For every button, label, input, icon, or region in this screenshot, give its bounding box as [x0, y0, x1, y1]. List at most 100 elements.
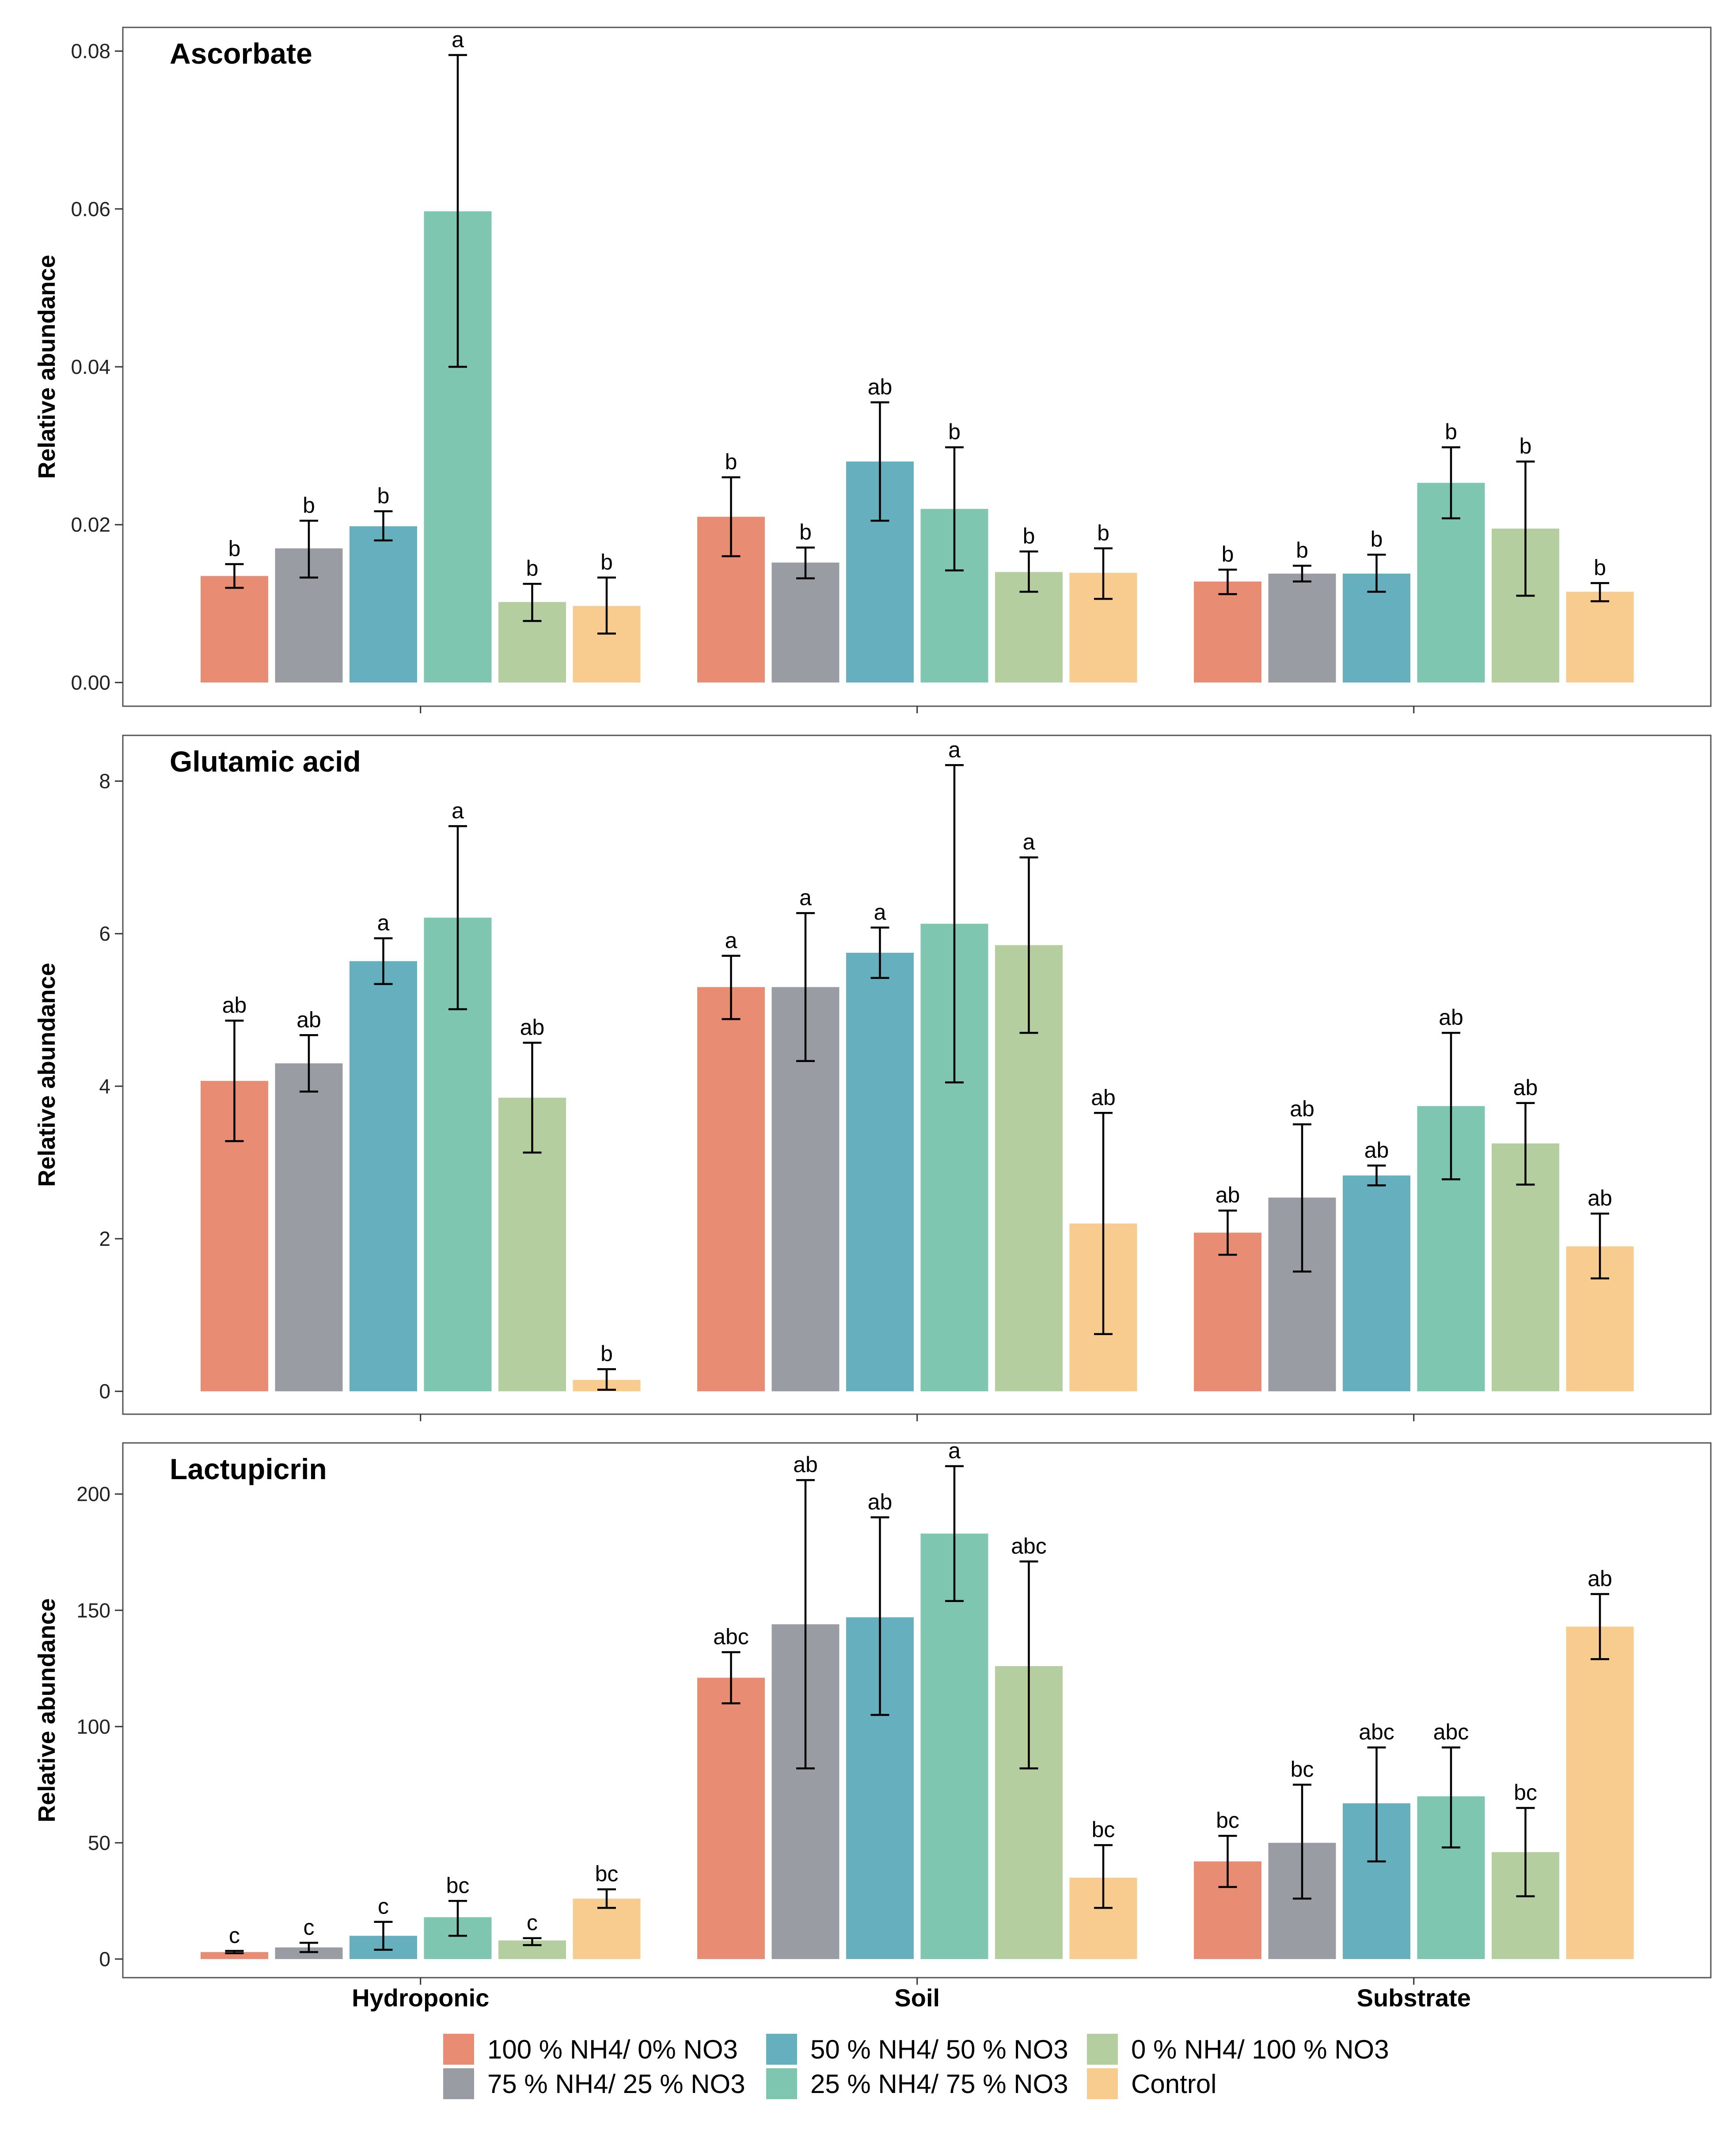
x-category-label-substrate: Substrate	[1357, 1984, 1471, 2012]
sig-label-lactupicrin-hydroponic-s1: c	[229, 1923, 240, 1948]
legend-swatch-control	[1087, 2068, 1118, 2099]
sig-label-lactupicrin-substrate-s5: bc	[1514, 1780, 1537, 1805]
error-bar-lactupicrin-soil-s6	[1094, 1844, 1113, 1909]
error-bar-lactupicrin-hydroponic-s1	[225, 1950, 244, 1955]
sig-label-glutamic-acid-soil-s3: a	[874, 900, 886, 925]
sig-label-glutamic-acid-substrate-s5: ab	[1513, 1075, 1538, 1100]
sig-label-lactupicrin-soil-s4: a	[948, 1438, 961, 1463]
error-bar-glutamic-acid-hydroponic-s1	[225, 1020, 244, 1142]
y-tick-label: 0.04	[71, 355, 110, 378]
sig-label-ascorbate-hydroponic-s3: b	[377, 483, 390, 508]
sig-label-glutamic-acid-hydroponic-s4: a	[452, 798, 464, 823]
error-bar-glutamic-acid-soil-s3	[870, 926, 889, 979]
bar-ascorbate-substrate-s1	[1194, 581, 1261, 683]
y-tick-label: 6	[99, 922, 110, 945]
panel-title: Lactupicrin	[170, 1453, 327, 1485]
sig-label-lactupicrin-soil-s2: ab	[793, 1452, 818, 1477]
x-category-label-soil: Soil	[894, 1984, 940, 2012]
error-bar-ascorbate-soil-s1	[722, 476, 741, 557]
sig-label-ascorbate-soil-s4: b	[948, 419, 961, 444]
sig-label-glutamic-acid-soil-s2: a	[799, 885, 812, 910]
y-tick-label: 0.08	[71, 40, 110, 63]
bar-glutamic-acid-hydroponic-s3	[349, 961, 417, 1392]
x-category-label-hydroponic: Hydroponic	[352, 1984, 489, 2012]
error-bar-lactupicrin-hydroponic-s3	[374, 1921, 393, 1951]
sig-label-ascorbate-hydroponic-s4: a	[452, 27, 464, 52]
bar-glutamic-acid-soil-s1	[697, 987, 765, 1392]
error-bar-lactupicrin-substrate-s4	[1442, 1746, 1460, 1849]
legend-swatch-100-nh4	[443, 2034, 474, 2065]
error-bar-lactupicrin-soil-s5	[1019, 1560, 1038, 1769]
sig-label-glutamic-acid-soil-s5: a	[1023, 830, 1035, 854]
error-bar-glutamic-acid-hydroponic-s2	[300, 1034, 318, 1093]
panel-title: Glutamic acid	[170, 745, 361, 778]
error-bar-lactupicrin-substrate-s6	[1591, 1593, 1609, 1660]
bar-lactupicrin-soil-s4	[920, 1534, 988, 1959]
sig-label-glutamic-acid-soil-s6: ab	[1091, 1085, 1116, 1110]
error-bar-ascorbate-substrate-s4	[1442, 446, 1460, 520]
error-bar-ascorbate-substrate-s2	[1293, 564, 1311, 583]
error-bar-glutamic-acid-substrate-s4	[1442, 1031, 1460, 1180]
error-bar-ascorbate-soil-s3	[870, 401, 889, 522]
bar-ascorbate-substrate-s6	[1566, 592, 1634, 683]
sig-label-glutamic-acid-hydroponic-s6: b	[600, 1341, 613, 1366]
bar-ascorbate-hydroponic-s3	[349, 526, 417, 683]
sig-label-lactupicrin-hydroponic-s5: c	[527, 1910, 538, 1935]
sig-label-ascorbate-substrate-s6: b	[1594, 555, 1606, 580]
error-bar-ascorbate-hydroponic-s5	[523, 582, 542, 622]
sig-label-lactupicrin-hydroponic-s3: c	[378, 1894, 389, 1919]
y-tick-label: 4	[99, 1075, 110, 1098]
error-bar-ascorbate-soil-s5	[1019, 550, 1038, 593]
sig-label-ascorbate-soil-s5: b	[1023, 524, 1035, 548]
error-bar-glutamic-acid-hydroponic-s3	[374, 937, 393, 985]
error-bar-ascorbate-hydroponic-s1	[225, 563, 244, 589]
bar-lactupicrin-substrate-s6	[1566, 1626, 1634, 1959]
error-bar-lactupicrin-soil-s2	[796, 1479, 815, 1769]
sig-label-ascorbate-substrate-s2: b	[1296, 538, 1308, 563]
sig-label-lactupicrin-soil-s6: bc	[1092, 1817, 1115, 1842]
error-bar-lactupicrin-substrate-s1	[1218, 1834, 1237, 1888]
sig-label-glutamic-acid-hydroponic-s3: a	[377, 910, 390, 935]
sig-label-ascorbate-hydroponic-s2: b	[303, 493, 315, 518]
y-tick-label: 0.06	[71, 198, 110, 221]
legend-swatch-25-nh4	[766, 2068, 797, 2099]
sig-label-lactupicrin-soil-s3: ab	[868, 1489, 893, 1514]
error-bar-glutamic-acid-soil-s2	[796, 912, 815, 1062]
error-bar-glutamic-acid-substrate-s6	[1591, 1212, 1609, 1280]
panel-lactupicrin: 0 50 100 150 200 Relative abundance Lactupicri…	[34, 1438, 1712, 1985]
error-bar-lactupicrin-soil-s1	[722, 1651, 741, 1705]
legend-swatch-0-nh4	[1087, 2034, 1118, 2065]
legend-label-100-nh4: 100 % NH4/ 0% NO3	[487, 2035, 738, 2064]
bar-ascorbate-soil-s2	[771, 562, 840, 683]
error-bar-ascorbate-soil-s6	[1094, 547, 1113, 600]
sig-label-lactupicrin-substrate-s4: abc	[1433, 1720, 1469, 1744]
error-bar-lactupicrin-soil-s4	[945, 1465, 964, 1602]
error-bar-glutamic-acid-soil-s4	[945, 764, 964, 1084]
y-tick-label: 2	[99, 1227, 110, 1250]
bar-ascorbate-hydroponic-s1	[201, 576, 268, 683]
sig-label-lactupicrin-hydroponic-s2: c	[304, 1915, 315, 1940]
error-bar-glutamic-acid-soil-s1	[722, 955, 741, 1020]
error-bar-lactupicrin-substrate-s2	[1293, 1784, 1311, 1900]
sig-label-ascorbate-substrate-s5: b	[1519, 434, 1532, 458]
y-axis-label: Relative abundance	[34, 963, 60, 1187]
error-bar-ascorbate-soil-s2	[796, 546, 815, 579]
y-tick-label: 200	[76, 1483, 110, 1506]
legend: 100 % NH4/ 0% NO3 75 % NH4/ 25 % NO3 50 …	[443, 2034, 1389, 2099]
sig-label-glutamic-acid-substrate-s6: ab	[1588, 1186, 1612, 1210]
error-bar-lactupicrin-hydroponic-s2	[300, 1941, 318, 1953]
bar-glutamic-acid-substrate-s1	[1194, 1233, 1261, 1392]
error-bar-glutamic-acid-substrate-s1	[1218, 1209, 1237, 1256]
error-bar-lactupicrin-substrate-s5	[1516, 1807, 1535, 1898]
sig-label-glutamic-acid-substrate-s1: ab	[1216, 1183, 1240, 1207]
sig-label-lactupicrin-hydroponic-s4: bc	[446, 1873, 470, 1898]
legend-swatch-50-nh4	[766, 2034, 797, 2065]
error-bar-lactupicrin-substrate-s3	[1367, 1746, 1386, 1863]
sig-label-lactupicrin-hydroponic-s6: bc	[595, 1861, 619, 1886]
sig-label-glutamic-acid-hydroponic-s2: ab	[296, 1007, 321, 1032]
panels: 0.00 0.02 0.04 0.06 0.08 Relative abundance As…	[34, 27, 1712, 1985]
error-bar-ascorbate-hydroponic-s4	[448, 54, 467, 368]
error-bar-ascorbate-substrate-s1	[1218, 568, 1237, 595]
legend-swatch-75-nh4	[443, 2068, 474, 2099]
sig-label-glutamic-acid-substrate-s2: ab	[1290, 1096, 1314, 1121]
